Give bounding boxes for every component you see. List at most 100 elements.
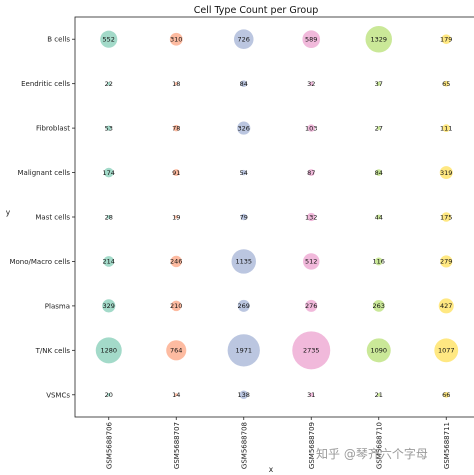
bubble-mark [440,255,453,268]
value-label: 54 [240,169,248,177]
y-tick-label: Plasma [45,302,70,310]
value-label: 22 [105,80,113,88]
y-tick-label: VSMCs [46,391,70,399]
bubble-mark [443,80,450,87]
value-label: 44 [375,213,383,221]
bubble-mark [292,331,331,370]
y-tick-label: B cells [47,36,70,44]
bubble-mark [173,124,180,132]
value-label: 87 [307,169,315,177]
value-label: 37 [375,80,383,88]
bubble-mark [365,25,392,53]
chart-title: Cell Type Count per Group [194,5,319,16]
y-tick-label: Mast cells [35,214,70,222]
bubble-mark [307,212,316,222]
bubble-mark [305,299,318,312]
value-label: 269 [238,302,250,310]
x-tick-label: GSM5688707 [173,422,181,469]
value-label: 65 [442,80,450,88]
value-label: 1971 [235,347,252,355]
value-label: 132 [305,213,317,221]
bubble-mark [239,390,249,400]
bubble-mark [434,338,459,363]
ticks-layer: B cells Eendritic cells Fibroblast Malignan… [9,36,450,469]
bubble-mark [441,34,452,45]
value-label: 179 [440,36,452,44]
value-label: 1280 [100,347,117,355]
bubble-mark [172,169,180,177]
value-label: 53 [105,124,113,132]
value-label: 21 [375,391,383,399]
value-label: 764 [170,347,182,355]
bubble-mark [174,215,178,219]
bubble-mark [309,392,314,397]
x-tick-label: GSM5688710 [375,422,383,469]
value-label: 84 [240,80,248,88]
value-label: 2735 [303,347,320,355]
value-label: 279 [440,258,452,266]
value-label: 91 [172,169,180,177]
y-axis-label: y [6,208,11,217]
bubble-mark [307,169,315,176]
bubble-mark [174,82,178,86]
bubble-mark [377,393,381,397]
value-label: 79 [240,213,248,221]
bubble-mark [240,213,247,221]
bubble-mark [237,299,250,312]
x-tick-label: GSM5688708 [240,422,248,469]
value-label: 116 [373,258,385,266]
y-tick-label: T/NK cells [35,347,71,355]
x-tick-label: GSM5688706 [105,421,113,469]
bubble-mark [95,337,122,364]
value-label: 263 [373,302,385,310]
bubble-mark [107,81,111,86]
value-label: 18 [172,80,180,88]
bubble-mark [376,81,381,86]
y-tick-label: Malignant cells [18,169,71,177]
bubble-mark [103,256,115,267]
bubble-mark [303,253,320,270]
value-label: 174 [103,169,115,177]
x-axis-label: x [269,465,274,474]
bubble-mark [237,121,251,135]
value-label: 20 [105,391,113,399]
bubble-mark [439,166,453,180]
bubble-mark [375,169,383,176]
bubble-mark [106,125,112,131]
watermark-text: 知乎 @琴齐六个字母 [316,446,428,461]
value-label: 589 [305,36,317,44]
value-label: 27 [375,124,383,132]
bubble-mark [443,391,450,398]
bubble-mark [170,300,182,312]
y-tick-label: Fibroblast [36,125,70,133]
bubble-mark [442,124,451,132]
y-tick-label: Eendritic cells [21,80,70,88]
bubble-mark [100,30,118,48]
bubble-mark [309,81,314,86]
value-label: 310 [170,36,182,44]
value-label: 427 [440,302,452,310]
value-label: 32 [307,80,315,88]
x-tick-label: GSM5688711 [443,422,451,469]
bubble-mark [106,215,111,219]
bubble-mark [107,393,111,397]
value-label: 214 [103,258,115,266]
y-tick-label: Mono/Macro cells [9,258,70,266]
value-label: 319 [440,169,452,177]
bubble-mark [102,299,116,313]
x-tick-label: GSM5688709 [308,422,316,469]
bubble-mark [302,30,321,49]
bubble-mark [438,298,454,314]
bubble-mark [166,340,187,361]
value-label: 726 [238,36,250,44]
bubble-mark [376,126,381,130]
value-label: 1329 [370,36,387,44]
value-label: 138 [238,391,250,399]
bubble-mark [170,255,182,268]
bubble-mark [374,257,383,266]
value-label: 1135 [235,258,252,266]
value-label: 175 [440,213,452,221]
value-label: 246 [170,258,182,266]
